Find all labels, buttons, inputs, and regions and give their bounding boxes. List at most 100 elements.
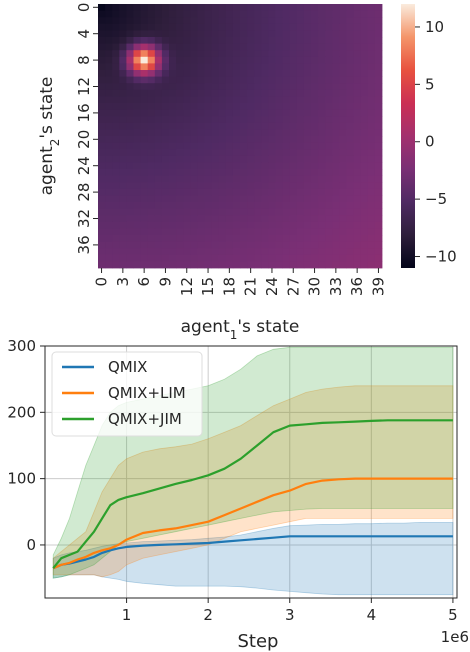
heatmap-cell bbox=[346, 76, 354, 84]
heatmap-cell bbox=[169, 182, 177, 190]
heatmap-cell bbox=[218, 228, 227, 236]
heatmap-cell bbox=[325, 182, 333, 190]
heatmap-cell bbox=[147, 103, 156, 110]
heatmap-cell bbox=[353, 17, 362, 25]
heatmap-cell bbox=[225, 96, 234, 104]
heatmap-cell bbox=[204, 89, 212, 97]
heatmap-cell bbox=[183, 76, 191, 84]
heatmap-cell bbox=[161, 254, 170, 262]
heatmap-cell bbox=[154, 103, 163, 110]
heatmap-cell bbox=[289, 254, 298, 262]
heatmap-cell bbox=[254, 116, 262, 124]
heatmap-cell bbox=[154, 241, 163, 249]
heatmap-cell bbox=[190, 70, 198, 77]
heatmap-cell bbox=[204, 169, 212, 176]
heatmap-cell bbox=[197, 155, 205, 163]
heatmap-cell bbox=[126, 109, 134, 117]
heatmap-cell bbox=[318, 136, 326, 143]
heatmap-cell bbox=[254, 30, 262, 38]
heatmap-cell bbox=[360, 23, 369, 31]
heatmap-y-tick-label: 0 bbox=[75, 3, 93, 13]
heatmap-cell bbox=[296, 235, 305, 242]
heatmap-cell bbox=[197, 30, 205, 38]
heatmap-cell bbox=[311, 162, 319, 170]
heatmap-cell bbox=[98, 248, 106, 256]
heatmap-cell bbox=[254, 155, 262, 163]
heatmap-cell bbox=[311, 175, 319, 183]
heatmap-cell bbox=[204, 221, 212, 229]
heatmap-cell bbox=[169, 56, 177, 64]
heatmap-cell bbox=[367, 195, 376, 203]
heatmap-cell bbox=[374, 254, 383, 262]
heatmap-cell bbox=[140, 4, 149, 11]
heatmap-cell bbox=[296, 116, 305, 124]
heatmap-cell bbox=[332, 248, 340, 256]
heatmap-cell bbox=[240, 43, 248, 51]
heatmap-cell bbox=[318, 17, 326, 25]
heatmap-cell bbox=[325, 254, 333, 262]
heatmap-cell bbox=[98, 43, 106, 51]
heatmap-cell bbox=[325, 248, 333, 256]
heatmap-cell bbox=[154, 109, 163, 117]
heatmap-cell bbox=[105, 169, 113, 176]
heatmap-cell bbox=[240, 89, 248, 97]
heatmap-cell bbox=[296, 248, 305, 256]
heatmap-cell bbox=[105, 228, 113, 236]
heatmap-cell bbox=[254, 169, 262, 176]
heatmap-cell bbox=[211, 89, 220, 97]
heatmap-cell bbox=[225, 142, 234, 150]
heatmap-cell bbox=[346, 103, 354, 110]
heatmap-cell bbox=[126, 103, 134, 110]
heatmap-cell bbox=[147, 215, 156, 223]
heatmap-cell bbox=[339, 228, 347, 236]
heatmap-cell bbox=[154, 96, 163, 104]
heatmap-cell bbox=[318, 83, 326, 91]
heatmap-cell bbox=[332, 83, 340, 91]
heatmap-cell bbox=[133, 37, 141, 44]
heatmap-cell bbox=[353, 56, 362, 64]
heatmap-cell bbox=[318, 235, 326, 242]
heatmap-cell bbox=[240, 142, 248, 150]
heatmap-cell bbox=[360, 83, 369, 91]
heatmap-cell bbox=[374, 122, 383, 130]
heatmap-cell bbox=[119, 261, 127, 269]
heatmap-cell bbox=[303, 261, 312, 269]
heatmap-cell bbox=[353, 248, 362, 256]
heatmap-cell bbox=[247, 30, 255, 38]
heatmap-cell bbox=[289, 116, 298, 124]
heatmap-cell bbox=[105, 23, 113, 31]
heatmap-cell bbox=[311, 155, 319, 163]
heatmap-cell bbox=[346, 43, 354, 51]
heatmap-cell bbox=[275, 188, 283, 196]
heatmap-cell bbox=[367, 4, 376, 11]
heatmap-cell bbox=[140, 235, 149, 242]
heatmap-cell bbox=[360, 96, 369, 104]
heatmap-x-tick-label: 21 bbox=[242, 277, 260, 296]
heatmap-cell bbox=[367, 23, 376, 31]
heatmap-cell bbox=[353, 122, 362, 130]
heatmap-cell bbox=[296, 169, 305, 176]
heatmap-cell bbox=[275, 17, 283, 25]
heatmap-cell bbox=[112, 221, 120, 229]
heatmap-cell bbox=[133, 215, 141, 223]
heatmap-cell bbox=[374, 195, 383, 203]
heatmap-cell bbox=[240, 63, 248, 71]
heatmap-cell bbox=[339, 182, 347, 190]
heatmap-cell bbox=[325, 241, 333, 249]
heatmap-cell bbox=[240, 149, 248, 157]
heatmap-cell bbox=[154, 169, 163, 176]
heatmap-cell bbox=[289, 10, 298, 18]
heatmap-cell bbox=[126, 221, 134, 229]
heatmap-cell bbox=[367, 17, 376, 25]
heatmap-cell bbox=[169, 221, 177, 229]
heatmap-cell bbox=[374, 136, 383, 143]
heatmap-cell bbox=[204, 122, 212, 130]
heatmap-cell bbox=[211, 142, 220, 150]
heatmap-cell bbox=[211, 103, 220, 110]
heatmap-cell bbox=[204, 136, 212, 143]
heatmap-cell bbox=[161, 235, 170, 242]
heatmap-cell bbox=[374, 30, 383, 38]
colorbar-tick-label: 0 bbox=[425, 133, 435, 151]
heatmap-cell bbox=[303, 56, 312, 64]
